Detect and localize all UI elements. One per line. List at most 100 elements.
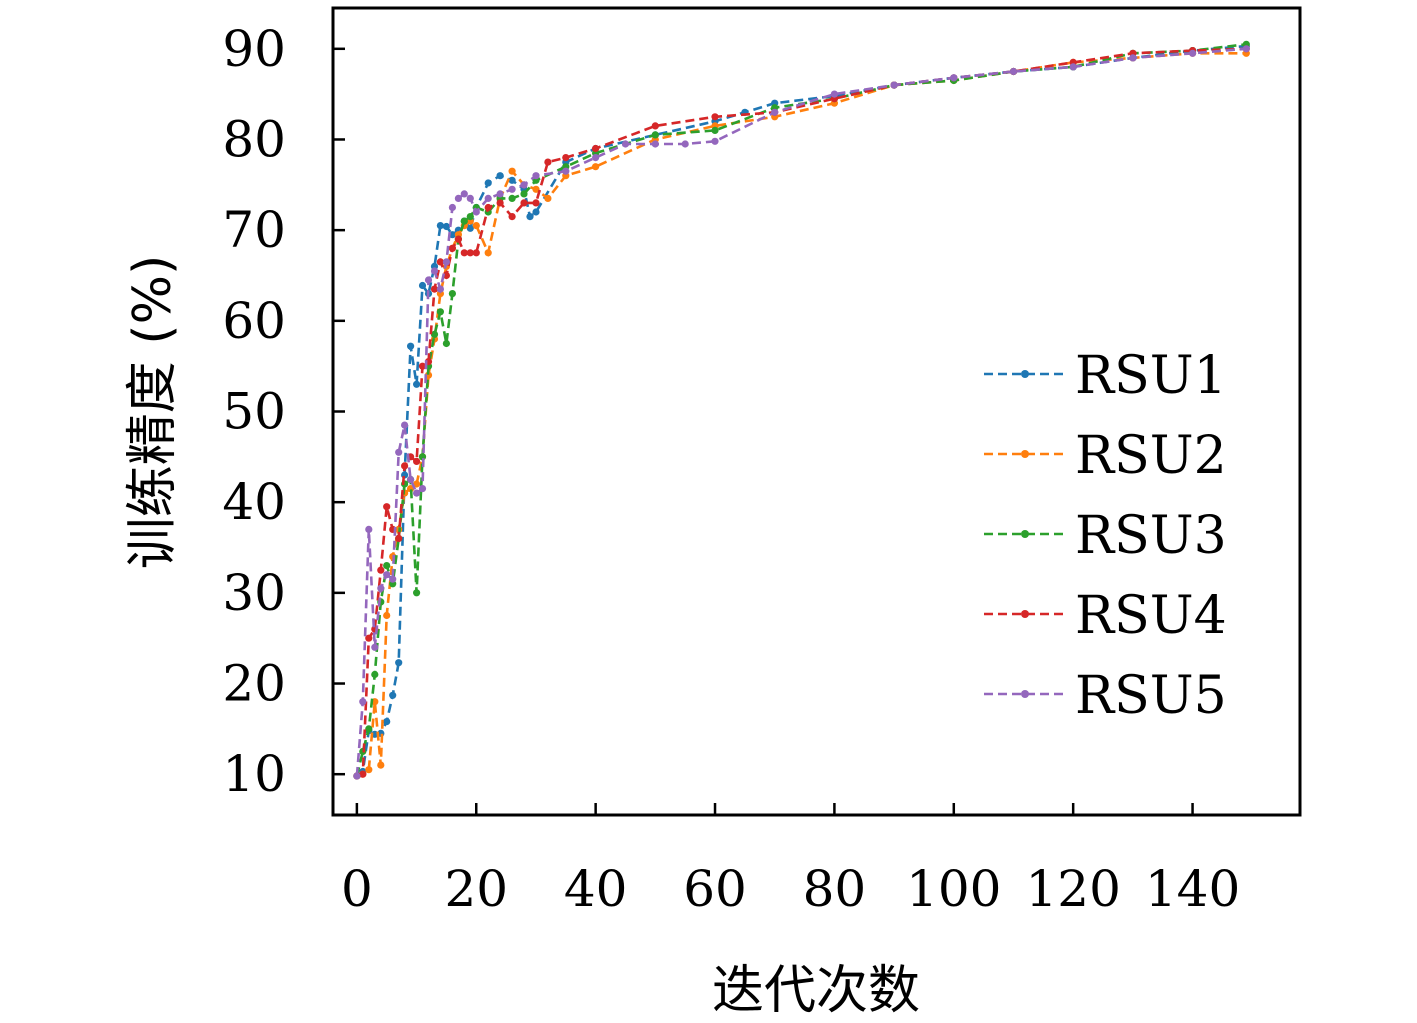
- data-point: [484, 179, 492, 187]
- data-point: [544, 158, 552, 166]
- data-point: [413, 380, 421, 388]
- data-point: [562, 154, 570, 162]
- data-point: [711, 126, 719, 134]
- data-point: [418, 485, 427, 493]
- legend-marker: [1021, 370, 1029, 378]
- ticks-layer: 0 20 40 60 80 100 120 140 10 20 30 40 50 60 70 80 90: [222, 20, 1240, 918]
- data-point: [592, 163, 600, 171]
- legend-item: RSU1: [984, 346, 1227, 406]
- legend: RSU1 RSU2 RSU3 RSU4 RSU5: [984, 346, 1227, 726]
- data-point: [377, 566, 385, 574]
- data-point: [424, 276, 433, 284]
- data-point: [520, 181, 528, 189]
- y-axis-title: 训练精度 (%): [123, 255, 183, 570]
- data-point: [651, 122, 659, 130]
- data-point: [436, 308, 444, 316]
- series-layer: [353, 40, 1250, 780]
- data-point: [442, 258, 450, 266]
- data-point: [377, 761, 385, 769]
- data-point: [454, 194, 462, 202]
- series-rsu5: [353, 45, 1250, 780]
- data-point: [484, 194, 492, 202]
- data-point: [436, 258, 444, 266]
- legend-marker: [1021, 450, 1029, 458]
- series-rsu4: [353, 45, 1250, 780]
- data-point: [454, 235, 462, 243]
- legend-label: RSU2: [1075, 426, 1227, 486]
- data-point: [413, 589, 421, 597]
- data-point: [496, 199, 504, 207]
- data-point: [383, 571, 391, 579]
- legend-label: RSU3: [1075, 506, 1227, 566]
- x-axis-title: 迭代次数: [712, 961, 920, 1021]
- data-point: [442, 339, 450, 348]
- y-tick-label: 20: [222, 655, 286, 713]
- data-point: [389, 691, 397, 699]
- data-point: [592, 144, 600, 153]
- data-point: [1069, 63, 1077, 71]
- data-point: [592, 154, 600, 162]
- data-point: [651, 131, 659, 139]
- data-point: [401, 462, 409, 470]
- x-tick-label: 80: [803, 860, 867, 918]
- data-point: [1189, 49, 1197, 57]
- data-point: [532, 199, 540, 207]
- data-point: [371, 643, 379, 651]
- legend-marker: [1021, 610, 1029, 618]
- data-point: [520, 199, 528, 207]
- data-point: [460, 249, 468, 257]
- x-tick-label: 100: [906, 860, 1001, 918]
- data-point: [830, 90, 839, 98]
- data-point: [508, 185, 516, 193]
- data-point: [365, 725, 373, 733]
- data-point: [890, 81, 898, 89]
- data-point: [359, 698, 367, 706]
- data-point: [413, 489, 421, 497]
- y-tick-label: 70: [222, 201, 286, 259]
- data-point: [365, 525, 373, 534]
- data-point: [508, 176, 516, 184]
- data-point: [466, 213, 474, 221]
- x-tick-label: 0: [341, 860, 373, 918]
- legend-label: RSU1: [1075, 346, 1227, 406]
- data-point: [353, 772, 361, 780]
- data-point: [950, 74, 958, 82]
- data-point: [526, 213, 534, 221]
- y-tick-label: 30: [222, 564, 286, 622]
- legend-label: RSU5: [1075, 666, 1227, 726]
- data-point: [1009, 67, 1018, 76]
- data-point: [532, 208, 540, 216]
- data-point: [466, 194, 474, 202]
- y-tick-label: 10: [222, 745, 286, 803]
- legend-item: RSU3: [984, 506, 1227, 566]
- legend-label: RSU4: [1075, 586, 1227, 646]
- data-point: [359, 770, 367, 778]
- data-point: [383, 611, 391, 620]
- data-point: [508, 194, 516, 202]
- data-point: [418, 362, 427, 370]
- data-point: [651, 140, 659, 148]
- data-point: [1129, 54, 1137, 62]
- data-point: [448, 203, 456, 212]
- data-point: [395, 448, 403, 456]
- legend-item: RSU4: [984, 586, 1227, 646]
- y-tick-label: 60: [222, 292, 286, 350]
- data-point: [508, 213, 516, 221]
- data-point: [436, 222, 444, 230]
- data-point: [418, 281, 427, 290]
- data-point: [460, 190, 468, 198]
- data-point: [436, 285, 444, 293]
- data-point: [395, 659, 403, 667]
- data-point: [466, 249, 474, 257]
- data-point: [681, 140, 689, 148]
- data-point: [621, 140, 630, 148]
- data-point: [383, 562, 391, 570]
- data-point: [484, 249, 492, 257]
- data-point: [448, 244, 456, 252]
- data-point: [711, 137, 719, 145]
- x-tick-label: 60: [683, 860, 747, 918]
- data-point: [365, 634, 373, 642]
- legend-marker: [1021, 530, 1029, 538]
- data-point: [532, 185, 540, 193]
- data-point: [472, 222, 480, 230]
